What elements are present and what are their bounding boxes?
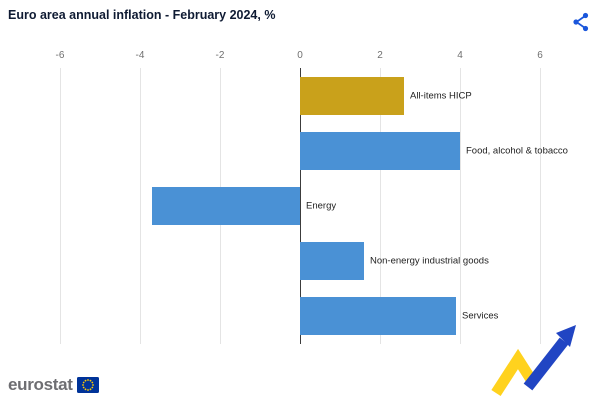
bar[interactable] (152, 187, 300, 225)
eu-flag-icon (76, 377, 99, 393)
gridline (380, 68, 381, 344)
eurostat-statistics-logo-icon (491, 325, 576, 396)
axis-tick-label: -4 (135, 50, 145, 61)
bar[interactable] (300, 242, 364, 281)
share-icon-glyph (573, 12, 589, 32)
bar-label: Energy (306, 200, 337, 212)
share-icon[interactable] (572, 12, 590, 32)
zero-axis-line (300, 68, 301, 344)
chart-title: Euro area annual inflation - February 20… (8, 8, 276, 22)
gridline (460, 68, 461, 344)
bar[interactable] (300, 297, 456, 336)
bar-label: Non-energy industrial goods (370, 255, 489, 267)
axis-tick-label: 6 (537, 50, 543, 61)
bar[interactable] (300, 131, 460, 170)
axis-tick-label: -2 (215, 50, 225, 61)
eurostat-wordmark: eurostat (8, 375, 73, 394)
gridline (140, 68, 141, 344)
gridline (540, 68, 541, 344)
axis-tick-label: 0 (297, 50, 303, 61)
axis-tick-label: 4 (457, 50, 463, 61)
axis-tick-label: -6 (55, 50, 65, 61)
gridline (60, 68, 61, 344)
axis-tick-label: 2 (377, 50, 383, 61)
bar[interactable] (300, 76, 404, 115)
bar-label: Services (462, 310, 499, 322)
eurostat-logo: eurostat (8, 375, 99, 395)
bar-label: All-items HICP (410, 90, 472, 102)
bar-label: Food, alcohol & tobacco (466, 145, 568, 157)
